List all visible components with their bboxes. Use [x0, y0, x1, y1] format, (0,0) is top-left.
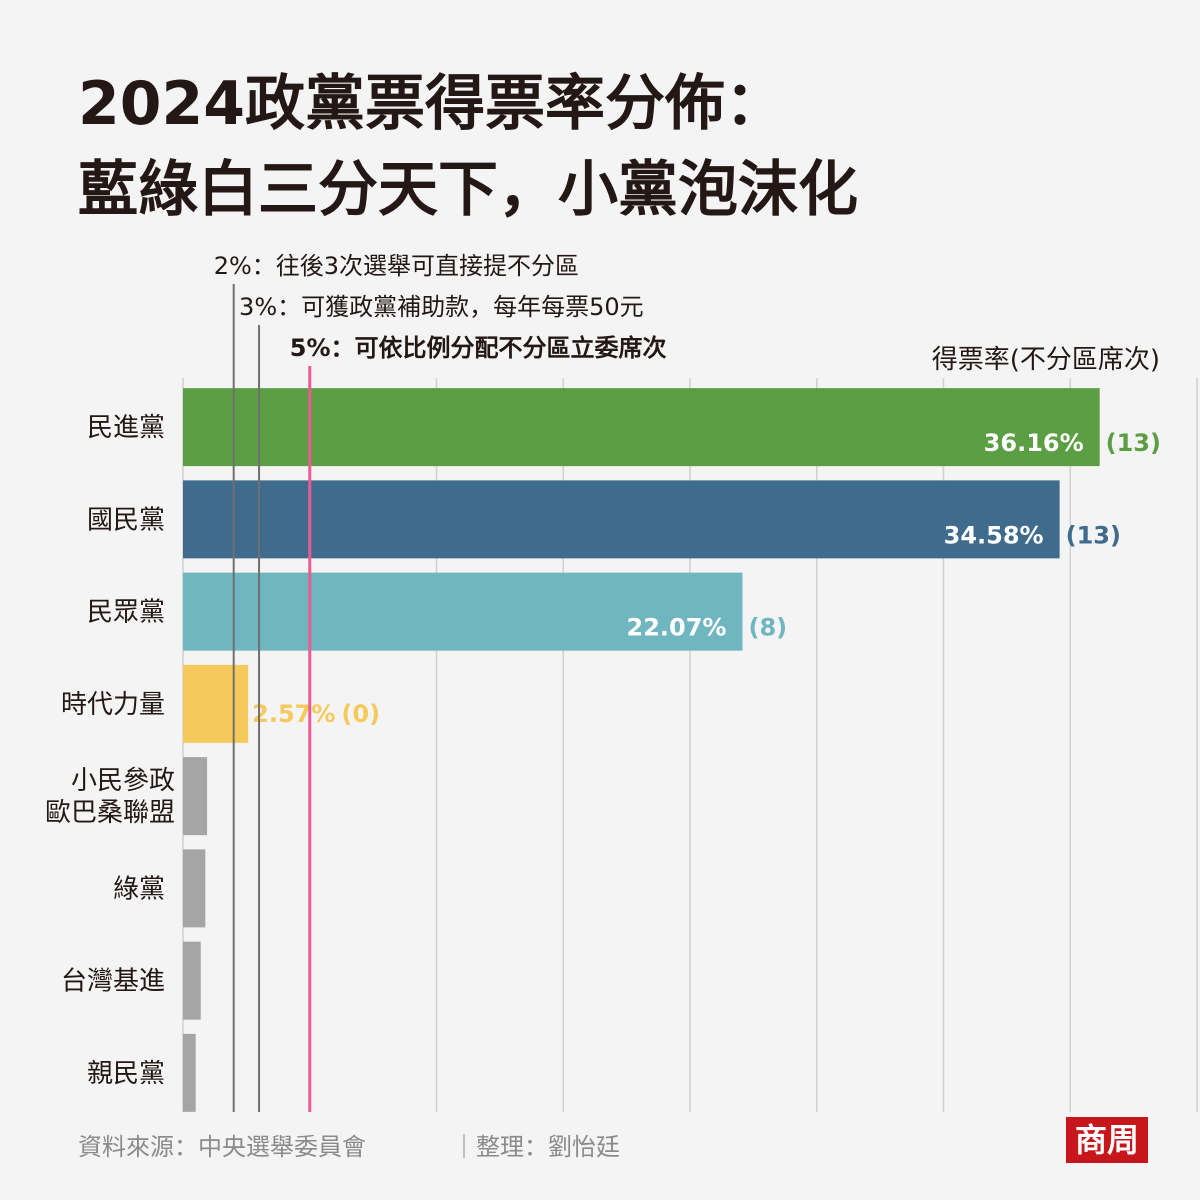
- reference-label: 5%：可依比例分配不分區立委席次: [290, 334, 667, 362]
- value-label: 2.57%: [252, 700, 335, 728]
- value-label: 22.07%: [627, 614, 727, 642]
- value-label: 36.16%: [984, 429, 1084, 457]
- y-tick-label: 國民黨: [87, 505, 165, 535]
- bar: [183, 572, 743, 651]
- seat-label: (13): [1066, 521, 1121, 549]
- bar: [183, 757, 208, 836]
- y-tick-label: 綠黨: [113, 874, 165, 904]
- seat-label: (0): [341, 700, 380, 728]
- seat-label: (13): [1106, 429, 1161, 457]
- bar: [183, 941, 201, 1020]
- y-tick-label: 時代力量: [61, 690, 165, 720]
- footer-source: 資料來源：中央選舉委員會: [78, 1133, 366, 1161]
- axis-label: 得票率(不分區席次): [932, 345, 1160, 375]
- bar: [183, 388, 1100, 467]
- logo-box: [1066, 1117, 1148, 1163]
- y-tick-label: 小民參政歐巴桑聯盟: [45, 766, 175, 828]
- bar: [183, 480, 1060, 559]
- chart-title: 藍綠白三分天下，小黨泡沫化: [78, 155, 858, 225]
- chart-title: 2024政黨票得票率分佈：: [78, 69, 785, 139]
- seat-label: (8): [748, 614, 787, 642]
- logo: 商周: [1075, 1121, 1139, 1159]
- footer-credit: ｜整理：劉怡廷: [452, 1133, 620, 1161]
- reference-label: 3%：可獲政黨補助款，每年每票50元: [239, 293, 644, 321]
- y-tick-label: 台灣基進: [61, 967, 165, 997]
- y-tick-label: 民進黨: [87, 413, 165, 443]
- y-tick-label: 親民黨: [87, 1059, 165, 1089]
- bar: [183, 1033, 196, 1112]
- bar: [183, 849, 206, 928]
- bar: [183, 664, 249, 743]
- y-tick-label: 民眾黨: [87, 598, 165, 628]
- reference-label: 2%：往後3次選舉可直接提不分區: [214, 252, 579, 280]
- value-label: 34.58%: [944, 521, 1044, 549]
